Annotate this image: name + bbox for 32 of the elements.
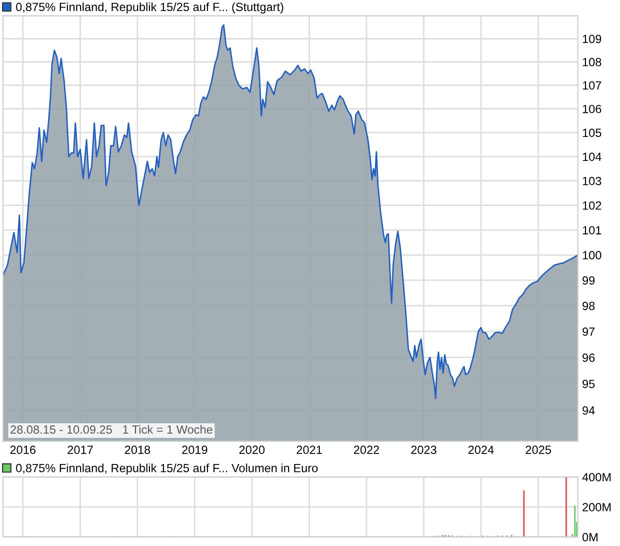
- y-tick-label: 101: [582, 226, 602, 234]
- y-tick-label: 106: [582, 104, 602, 114]
- y-tick-label: 105: [582, 128, 602, 137]
- y-tick-label: 102: [582, 201, 602, 210]
- x-tick-label: 2024: [468, 446, 494, 454]
- y-tick-label: 95: [582, 380, 595, 388]
- x-tick-label: 2019: [182, 446, 208, 454]
- y-tick-label: 109: [582, 34, 602, 44]
- x-tick-label: 2018: [124, 446, 150, 454]
- legend-label: 0,875% Finnland, Republik 15/25 auf F... Volumen in Euro: [16, 464, 318, 475]
- y-tick-label: 107: [582, 81, 602, 90]
- y-tick-label: 103: [582, 176, 602, 186]
- x-tick-label: 2023: [411, 446, 436, 454]
- x-tick-label: 2020: [239, 446, 265, 454]
- x-tick-label: 2016: [10, 446, 36, 454]
- y-tick-label: 200M: [582, 502, 611, 512]
- y-tick-label: 0M: [582, 533, 598, 542]
- y-tick-label: 104: [582, 152, 602, 161]
- x-tick-label: 2021: [296, 446, 322, 454]
- y-tick-label: 96: [582, 353, 595, 362]
- y-tick-label: 99: [582, 276, 595, 285]
- x-tick-label: 2025: [526, 446, 551, 454]
- y-tick-label: 98: [582, 302, 595, 310]
- legend-label: 0,875% Finnland, Republik 15/25 auf F... (Stuttgart): [16, 2, 284, 14]
- y-tick-label: 400M: [582, 472, 611, 482]
- annotation: 28.08.15 - 10.09.25 1 Tick = 1 Woche: [10, 425, 212, 434]
- y-tick-label: 97: [582, 327, 595, 336]
- x-tick-label: 2017: [68, 446, 93, 454]
- y-tick-label: 94: [582, 406, 595, 415]
- y-tick-label: 108: [582, 58, 602, 66]
- y-tick-label: 100: [582, 251, 602, 260]
- x-tick-label: 2022: [354, 446, 380, 454]
